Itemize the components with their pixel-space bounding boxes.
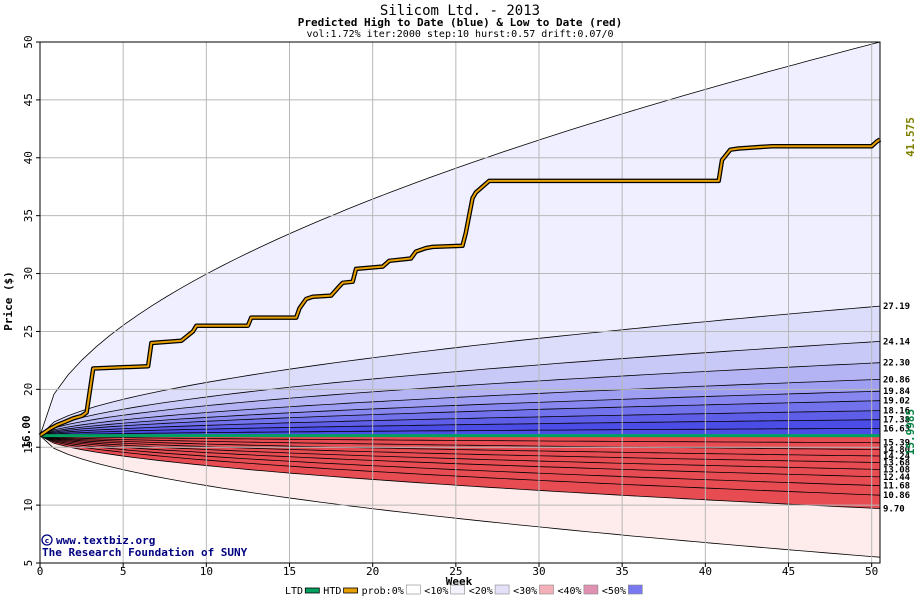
band-boundary-line [39, 435, 881, 558]
band-boundary-line [39, 379, 881, 436]
credit-url[interactable]: www.textbiz.org [56, 534, 155, 547]
band-boundary-line [39, 390, 881, 436]
x-tick-label: 5 [120, 565, 127, 578]
chart-title: Silicom Ltd. - 2013 [380, 3, 540, 19]
y-tick-label: 20 [22, 383, 35, 396]
band-boundary-line [39, 362, 881, 436]
copyright-icon-glyph: c [45, 537, 49, 545]
band-boundary-line [39, 410, 881, 436]
band-boundary-line [39, 435, 881, 478]
x-tick-label: 30 [532, 565, 545, 578]
x-tick-label: 15 [283, 565, 296, 578]
y-tick-label: 50 [22, 35, 35, 48]
band-boundary-line [39, 435, 881, 509]
x-tick-label: 45 [782, 565, 795, 578]
y-tick-label: 15 [22, 441, 35, 454]
high-band-value-label: 19.02 [883, 397, 910, 407]
band-boundary-line [39, 435, 881, 444]
y-tick-label: 40 [22, 151, 35, 164]
legend-label: <40% [558, 586, 582, 597]
x-tick-label: 0 [37, 565, 44, 578]
band-boundary-line [39, 435, 881, 496]
band-boundary-line [39, 305, 881, 436]
legend-swatch [583, 584, 599, 595]
x-tick-label: 10 [200, 565, 213, 578]
current-high-value: 41.575 [904, 117, 917, 157]
legend-label: <10% [424, 586, 448, 597]
legend-swatch [304, 587, 320, 594]
band-boundary-line [39, 435, 881, 470]
legend: LTD HTD prob:0% <10% <20% <30% <40% <50% [285, 584, 643, 597]
y-tick-label: 25 [22, 325, 35, 338]
x-tick-label: 50 [865, 565, 878, 578]
band-boundary-line [39, 419, 881, 436]
low-band-value-label: 13.08 [883, 465, 910, 475]
plot-frame [39, 41, 881, 564]
legend-swatch [494, 584, 510, 595]
y-tick-label: 35 [22, 209, 35, 222]
high-band-value-label: 20.86 [883, 375, 910, 385]
band-labels: 27.19 24.14 22.30 20.86 19.8419.0218.1617.38… [883, 302, 911, 514]
current-low-value: 15.9985 [904, 409, 917, 455]
y-tick-label: 5 [22, 560, 35, 567]
legend-swatch [450, 584, 466, 595]
low-band-value-label: 11.68 [883, 482, 910, 492]
legend-swatch [539, 584, 554, 595]
htd-series-line [39, 138, 881, 437]
x-tick-label: 20 [366, 565, 379, 578]
low-band-value-label: 10.86 [883, 491, 910, 501]
x-tick-label: 35 [616, 565, 629, 578]
credit-organization: The Research Foundation of SUNY [42, 546, 248, 559]
band-boundary-line [39, 400, 881, 436]
legend-label: <30% [513, 586, 537, 597]
high-band-value-label: 27.19 [883, 302, 910, 312]
band-boundary-line [39, 435, 881, 463]
low-band-value-label: 12.44 [883, 473, 911, 483]
high-band-value-label: 16.63 [883, 424, 910, 434]
y-axis-title: Price ($) [2, 271, 15, 331]
high-band-area [40, 428, 880, 436]
legend-label: LTD [285, 586, 303, 597]
copyright-icon [41, 534, 53, 546]
high-band-value-label: 18.16 [883, 407, 910, 417]
low-band-value-label: 15.39 [883, 439, 910, 449]
x-tick-label: 40 [699, 565, 712, 578]
band-boundary-line [39, 41, 881, 436]
y-tick-label: 30 [22, 267, 35, 280]
y-tick-label: 45 [22, 93, 35, 106]
chart-subtitle: Predicted High to Date (blue) & Low to D… [298, 16, 623, 29]
legend-label: HTD [323, 586, 341, 597]
series-lines [38, 137, 882, 438]
high-band-value-label: 24.14 [883, 337, 911, 347]
legend-swatch [343, 587, 359, 594]
legend-label: prob:0% [362, 586, 404, 597]
probability-bands [39, 41, 881, 558]
low-band-area [40, 435, 880, 509]
low-band-value-label: 13.68 [883, 459, 910, 469]
legend-label: <50% [602, 586, 626, 597]
y-tick-label: 10 [22, 498, 35, 511]
band-boundary-line [39, 341, 881, 436]
low-band-value-label: 9.70 [883, 505, 905, 515]
start-price-label: 16.00 [20, 415, 33, 448]
band-boundary-line [39, 435, 881, 487]
legend-swatch [627, 584, 643, 595]
legend-swatch [405, 584, 421, 595]
band-boundary-line [39, 435, 881, 450]
low-band-value-label: 14.24 [883, 452, 911, 462]
band-boundary-line [39, 435, 881, 457]
high-band-value-label: 19.84 [883, 387, 911, 397]
x-tick-label: 25 [449, 565, 462, 578]
legend-label: <20% [469, 586, 493, 597]
high-band-value-label: 22.30 [883, 359, 910, 369]
low-band-value-label: 14.80 [883, 446, 910, 456]
chart-params: vol:1.72% iter:2000 step:10 hurst:0.57 d… [306, 29, 613, 40]
band-boundary-line [39, 428, 880, 436]
high-band-value-label: 17.38 [883, 416, 910, 426]
